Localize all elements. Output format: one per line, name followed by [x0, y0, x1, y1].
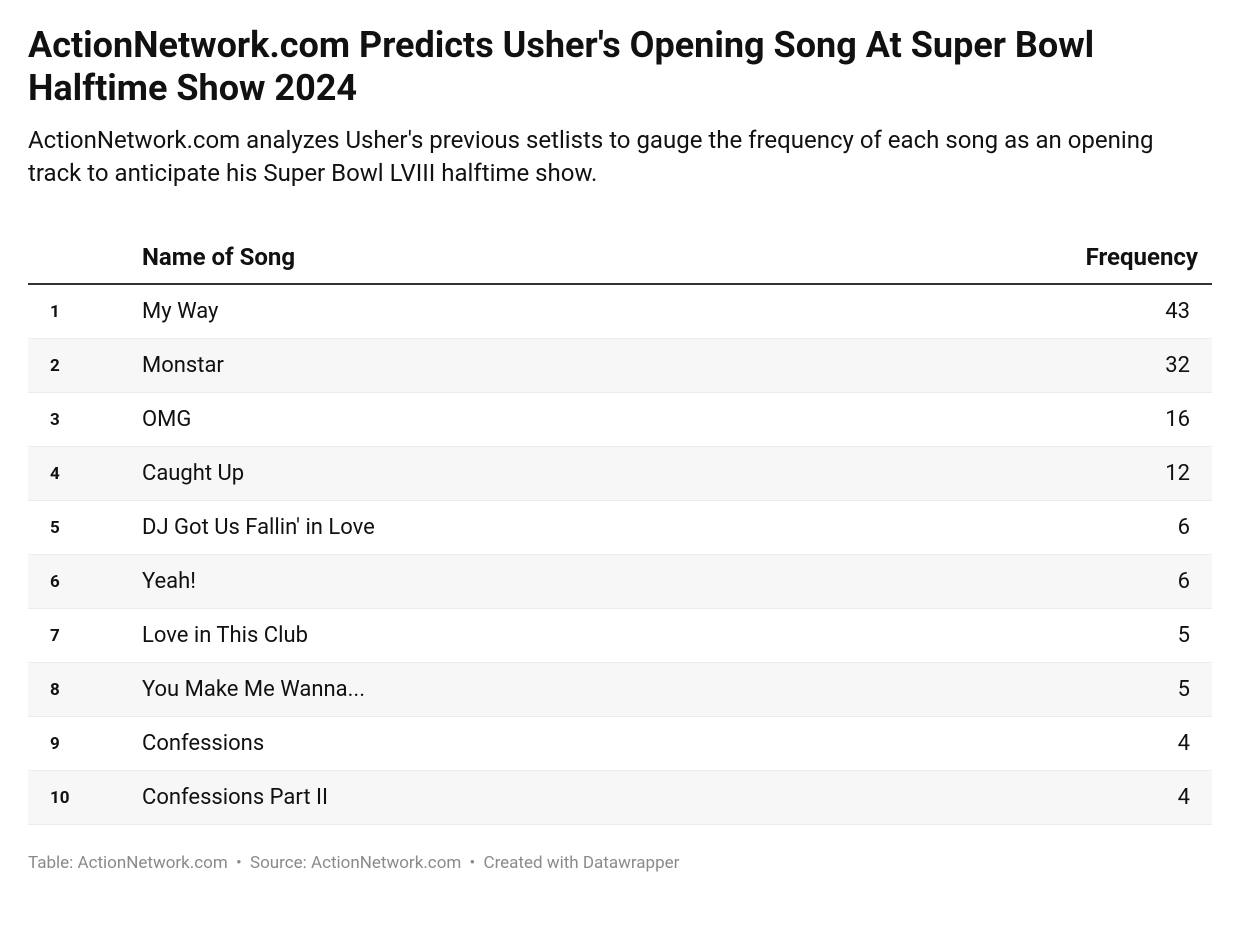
footer-tool-credit: Created with Datawrapper [484, 853, 680, 873]
cell-song: You Make Me Wanna... [128, 663, 1042, 717]
table-row: 5DJ Got Us Fallin' in Love6 [28, 501, 1212, 555]
page-title: ActionNetwork.com Predicts Usher's Openi… [28, 24, 1212, 110]
table-row: 1My Way43 [28, 284, 1212, 339]
cell-rank: 2 [28, 339, 128, 393]
table-row: 4Caught Up12 [28, 447, 1212, 501]
col-header-rank [28, 233, 128, 284]
cell-frequency: 4 [1042, 717, 1212, 771]
table-row: 9Confessions4 [28, 717, 1212, 771]
cell-frequency: 6 [1042, 501, 1212, 555]
cell-song: Confessions [128, 717, 1042, 771]
cell-frequency: 6 [1042, 555, 1212, 609]
table-row: 8You Make Me Wanna...5 [28, 663, 1212, 717]
col-header-song: Name of Song [128, 233, 1042, 284]
cell-frequency: 43 [1042, 284, 1212, 339]
song-frequency-table: Name of Song Frequency 1My Way432Monstar… [28, 233, 1212, 825]
cell-frequency: 4 [1042, 771, 1212, 825]
cell-song: Confessions Part II [128, 771, 1042, 825]
cell-song: OMG [128, 393, 1042, 447]
cell-song: My Way [128, 284, 1042, 339]
page-subtitle: ActionNetwork.com analyzes Usher's previ… [28, 124, 1212, 189]
table-row: 7Love in This Club5 [28, 609, 1212, 663]
cell-rank: 6 [28, 555, 128, 609]
cell-rank: 10 [28, 771, 128, 825]
cell-rank: 9 [28, 717, 128, 771]
table-footer: Table: ActionNetwork.com • Source: Actio… [28, 853, 1212, 873]
cell-song: Yeah! [128, 555, 1042, 609]
cell-rank: 5 [28, 501, 128, 555]
table-row: 2Monstar32 [28, 339, 1212, 393]
table-header-row: Name of Song Frequency [28, 233, 1212, 284]
cell-song: Monstar [128, 339, 1042, 393]
table-row: 3OMG16 [28, 393, 1212, 447]
cell-rank: 8 [28, 663, 128, 717]
cell-song: Caught Up [128, 447, 1042, 501]
footer-separator: • [236, 853, 242, 873]
footer-table-credit: Table: ActionNetwork.com [28, 853, 228, 873]
col-header-frequency: Frequency [1042, 233, 1212, 284]
footer-source-credit: Source: ActionNetwork.com [250, 853, 461, 873]
cell-frequency: 16 [1042, 393, 1212, 447]
cell-frequency: 32 [1042, 339, 1212, 393]
table-row: 6Yeah!6 [28, 555, 1212, 609]
cell-rank: 3 [28, 393, 128, 447]
cell-rank: 1 [28, 284, 128, 339]
cell-frequency: 12 [1042, 447, 1212, 501]
cell-rank: 7 [28, 609, 128, 663]
cell-song: DJ Got Us Fallin' in Love [128, 501, 1042, 555]
table-row: 10Confessions Part II4 [28, 771, 1212, 825]
cell-rank: 4 [28, 447, 128, 501]
cell-frequency: 5 [1042, 609, 1212, 663]
cell-frequency: 5 [1042, 663, 1212, 717]
cell-song: Love in This Club [128, 609, 1042, 663]
footer-separator: • [470, 853, 476, 873]
